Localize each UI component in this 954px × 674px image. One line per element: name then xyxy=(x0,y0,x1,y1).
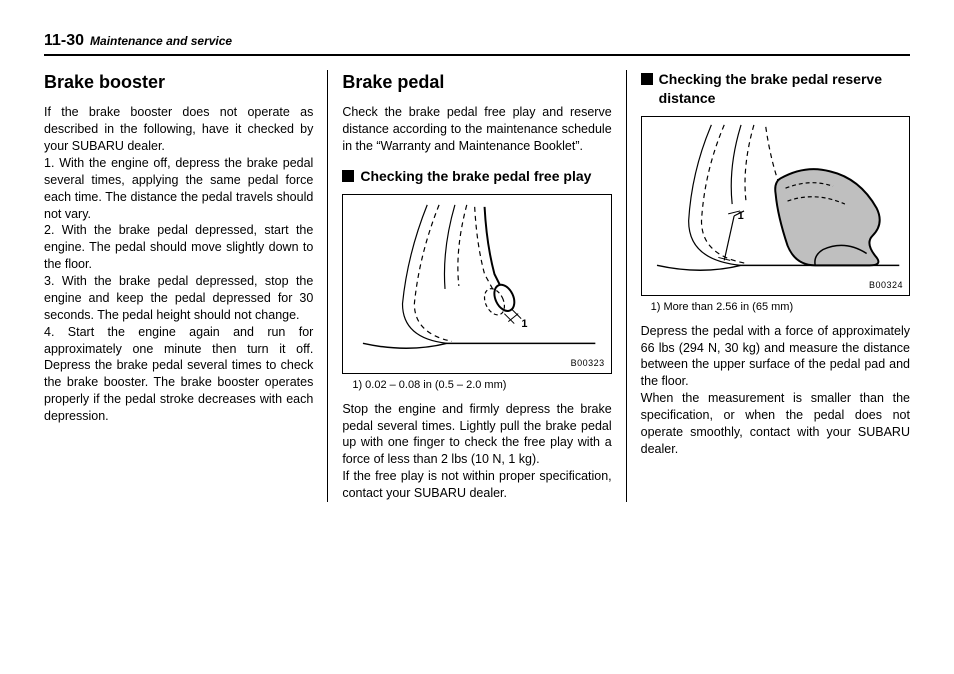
brake-pedal-diagram-icon xyxy=(343,195,610,373)
reserve-distance-subheading-text: Checking the brake pedal reserve distanc… xyxy=(659,70,910,108)
figure-code: B00324 xyxy=(869,279,903,291)
section-name: Maintenance and service xyxy=(90,34,232,48)
square-bullet-icon xyxy=(342,170,354,182)
reserve-distance-subheading: Checking the brake pedal reserve distanc… xyxy=(641,70,910,108)
brake-pedal-foot-diagram-icon xyxy=(642,117,909,295)
figure-reserve-caption: 1) More than 2.56 in (65 mm) xyxy=(651,300,910,315)
free-play-subheading: Checking the brake pedal free play xyxy=(342,167,611,186)
free-play-subheading-text: Checking the brake pedal free play xyxy=(360,167,591,186)
square-bullet-icon xyxy=(641,73,653,85)
figure-free-play: 1 B00323 xyxy=(342,194,611,374)
reserve-distance-body: Depress the pedal with a force of approx… xyxy=(641,323,910,458)
columns: Brake booster If the brake booster does … xyxy=(44,70,910,502)
column-3: Checking the brake pedal reserve distanc… xyxy=(627,70,910,502)
column-1: Brake booster If the brake booster does … xyxy=(44,70,327,502)
page-header: 11-30 Maintenance and service xyxy=(44,32,910,50)
figure-free-play-caption: 1) 0.02 – 0.08 in (0.5 – 2.0 mm) xyxy=(352,378,611,393)
figure-code: B00323 xyxy=(571,357,605,369)
figure-callout-1: 1 xyxy=(521,317,527,332)
brake-booster-body: If the brake booster does not operate as… xyxy=(44,104,313,425)
free-play-body: Stop the engine and firmly depress the b… xyxy=(342,401,611,502)
brake-pedal-intro: Check the brake pedal free play and rese… xyxy=(342,104,611,155)
header-rule xyxy=(44,54,910,56)
manual-page: 11-30 Maintenance and service Brake boos… xyxy=(0,0,954,542)
page-number: 11-30 xyxy=(44,32,84,50)
figure-callout-1: 1 xyxy=(738,209,744,224)
brake-booster-heading: Brake booster xyxy=(44,70,313,94)
column-2: Brake pedal Check the brake pedal free p… xyxy=(328,70,625,502)
figure-reserve-distance: 1 B00324 xyxy=(641,116,910,296)
brake-pedal-heading: Brake pedal xyxy=(342,70,611,94)
